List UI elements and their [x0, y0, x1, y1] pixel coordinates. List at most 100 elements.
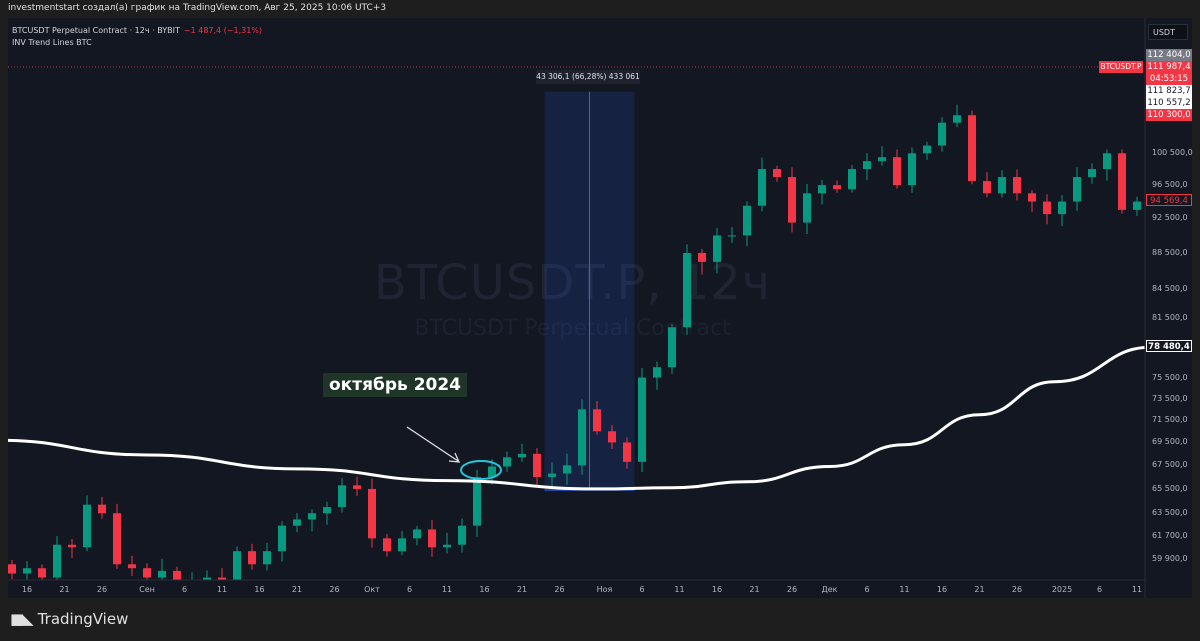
price-badge: 110 557,2 — [1146, 97, 1192, 109]
candle-body — [608, 431, 616, 443]
candle-body — [1073, 177, 1081, 202]
candle-body — [323, 507, 331, 514]
price-badge: 111 987,4 — [1146, 61, 1192, 73]
indicator-name[interactable]: INV Trend Lines BTC — [12, 38, 92, 47]
candle-body — [728, 235, 736, 237]
candles — [0, 104, 1141, 580]
candle-body — [8, 564, 16, 574]
candle-body — [833, 185, 841, 190]
candle-body — [668, 327, 676, 368]
candle-body — [113, 513, 121, 565]
candle-body — [863, 161, 871, 170]
candle-body — [443, 544, 451, 548]
candle-body — [1118, 153, 1126, 210]
x-tick-label: 16 — [254, 585, 265, 594]
candle-body — [908, 153, 916, 186]
y-tick-label: 81 500,0 — [1152, 312, 1188, 322]
measure-tool — [544, 91, 635, 491]
candle-body — [0, 564, 1, 568]
y-tick-label: 67 500,0 — [1152, 460, 1188, 470]
annotation-label[interactable]: октябрь 2024 — [323, 373, 468, 397]
candle-body — [713, 235, 721, 262]
footer-brand[interactable]: ■◣ TradingView — [10, 610, 128, 628]
y-tick-label: 59 900,0 — [1152, 554, 1188, 563]
y-tick-label: 96 500,0 — [1152, 180, 1188, 190]
x-tick-label: 6 — [1096, 585, 1103, 594]
candle-body — [383, 538, 391, 552]
candle-body — [773, 169, 781, 178]
candle-body — [38, 568, 46, 578]
candle-body — [233, 551, 241, 580]
candle-body — [413, 529, 421, 539]
annotation-shapes — [406, 426, 502, 480]
x-tick-label: 11 — [674, 585, 685, 594]
candle-body — [203, 577, 211, 580]
candle-body — [248, 551, 256, 565]
candle-body — [1133, 201, 1141, 210]
candle-body — [1013, 177, 1021, 194]
candle-body — [503, 457, 511, 467]
y-tick-label: 84 500,0 — [1152, 284, 1188, 294]
x-tick-label: 16 — [936, 585, 948, 594]
candle-body — [473, 477, 481, 526]
y-tick-label: 69 500,0 — [1152, 437, 1188, 447]
highlight-ellipse — [460, 460, 502, 480]
x-tick-label: 11 — [441, 585, 453, 594]
x-tick-label: 6 — [406, 585, 413, 594]
y-tick-label: 92 500,0 — [1152, 213, 1188, 223]
currency-selector[interactable]: USDT — [1148, 24, 1188, 40]
watermark-description: BTCUSDT Perpetual Contract — [414, 316, 731, 341]
x-tick-label: 16 — [711, 585, 723, 594]
candle-body — [1058, 201, 1066, 215]
candle-body — [593, 409, 601, 432]
x-tick-label: 26 — [329, 585, 340, 594]
candle-body — [218, 577, 226, 580]
candle-body — [338, 485, 346, 508]
x-tick-label: 21 — [516, 585, 528, 594]
price-badge: 110 300,0 — [1146, 109, 1192, 121]
x-tick-label: 21 — [749, 585, 760, 594]
tradingview-logo-icon: ■◣ — [10, 610, 34, 628]
x-tick-label: 2025 — [1051, 585, 1073, 594]
x-tick-label: 21 — [59, 585, 70, 594]
x-tick-label: 11 — [216, 585, 228, 594]
symbol-info[interactable]: BTCUSDT Perpetual Contract · 12ч · BYBIT — [12, 26, 180, 35]
candle-body — [698, 252, 706, 262]
chart-area[interactable] — [8, 18, 1192, 598]
price-badge: 111 823,7 — [1146, 85, 1192, 97]
candle-body — [1088, 169, 1096, 178]
x-tick-label: Сен — [139, 585, 155, 594]
candle-body — [83, 504, 91, 548]
candle-body — [998, 177, 1006, 194]
candle-body — [983, 181, 991, 194]
candle-body — [788, 177, 796, 223]
chart-legend: BTCUSDT Perpetual Contract · 12ч · BYBIT… — [12, 25, 262, 49]
candle-body — [518, 453, 526, 458]
x-tick-label: 6 — [639, 585, 645, 594]
candle-body — [458, 525, 466, 545]
trend-value-badge: 78 480,4 — [1146, 340, 1192, 352]
watermark-symbol: BTCUSDT.P, 12ч — [373, 255, 772, 311]
candle-body — [923, 145, 931, 154]
y-tick-label: 100 500,0 — [1152, 148, 1193, 158]
candle-body — [968, 115, 976, 182]
candle-body — [278, 525, 286, 552]
y-tick-label: 71 500,0 — [1152, 415, 1188, 425]
x-tick-label: 11 — [1131, 585, 1143, 594]
x-tick-label: Дек — [821, 585, 838, 594]
candle-body — [293, 519, 301, 526]
candle-body — [1028, 193, 1036, 202]
candle-body — [818, 185, 826, 194]
x-tick-label: Ноя — [596, 585, 613, 594]
trend-line-path — [8, 346, 1145, 491]
candle-body — [398, 538, 406, 552]
candle-body — [938, 122, 946, 146]
candle-body — [23, 568, 31, 574]
candle-body — [53, 544, 61, 578]
x-tick-label: 16 — [479, 585, 490, 594]
y-tick-label: 73 500,0 — [1152, 393, 1188, 403]
last-price-badge: 94 569,4 — [1146, 194, 1192, 206]
y-tick-label: 63 500,0 — [1152, 508, 1188, 518]
x-tick-label: 26 — [786, 585, 798, 594]
